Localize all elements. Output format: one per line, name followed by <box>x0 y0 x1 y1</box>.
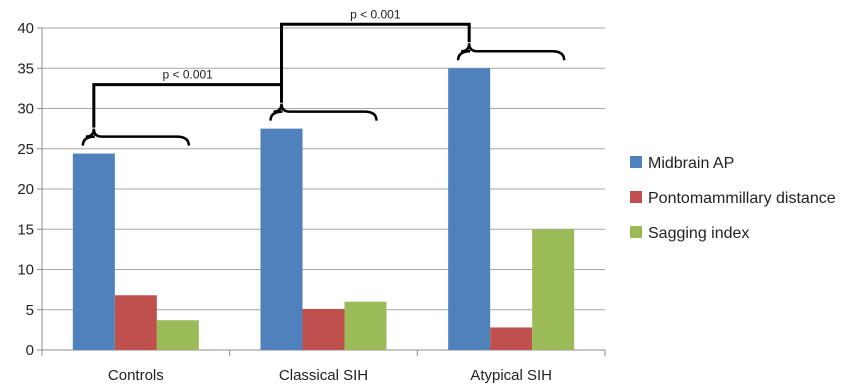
legend-label: Pontomammillary distance <box>648 190 836 207</box>
y-tick-label: 20 <box>17 181 34 198</box>
legend-swatch <box>630 191 642 203</box>
significance-bracket <box>280 22 471 103</box>
bar-pontomammillary-distance-atypical-sih <box>490 327 533 350</box>
axes: 0 5 10 15 20 25 30 35 40 Controls Classical SIH Aty… <box>17 20 606 384</box>
bar-pontomammillary-distance-classical-sih <box>302 308 345 350</box>
bar-sagging-index-atypical-sih <box>532 229 575 350</box>
y-tick-label: 5 <box>26 302 34 319</box>
y-tick-label: 10 <box>17 262 34 279</box>
legend-label: Sagging index <box>648 225 749 242</box>
bars <box>72 68 575 350</box>
bar-pontomammillary-distance-controls <box>114 295 157 350</box>
p-value-label: p < 0.001 <box>162 68 213 82</box>
legend-swatch <box>630 226 642 238</box>
bar-midbrain-ap-atypical-sih <box>448 68 491 350</box>
y-tick-label: 0 <box>26 342 34 359</box>
y-tick-label: 30 <box>17 101 34 118</box>
significance-bracket <box>92 83 283 128</box>
x-category-label: Classical SIH <box>279 367 368 384</box>
group-brace <box>269 103 378 121</box>
group-brace <box>456 43 566 61</box>
legend-swatch <box>630 156 642 168</box>
bar-midbrain-ap-controls <box>72 153 115 350</box>
bar-sagging-index-classical-sih <box>344 301 387 350</box>
x-category-label: Controls <box>108 367 164 384</box>
y-tick-label: 40 <box>17 20 34 37</box>
bar-midbrain-ap-classical-sih <box>260 128 303 350</box>
x-category-label: Atypical SIH <box>470 367 552 384</box>
y-tick-label: 35 <box>17 60 34 77</box>
significance-annotations: p < 0.001 p < 0.001 <box>81 7 566 146</box>
p-value-label: p < 0.001 <box>350 7 401 21</box>
legend: Midbrain AP Pontomammillary distance Saggi… <box>630 155 836 242</box>
group-brace <box>81 128 191 146</box>
legend-label: Midbrain AP <box>648 155 734 172</box>
bar-sagging-index-controls <box>156 320 199 350</box>
y-tick-label: 25 <box>17 141 34 158</box>
y-tick-label: 15 <box>17 221 34 238</box>
